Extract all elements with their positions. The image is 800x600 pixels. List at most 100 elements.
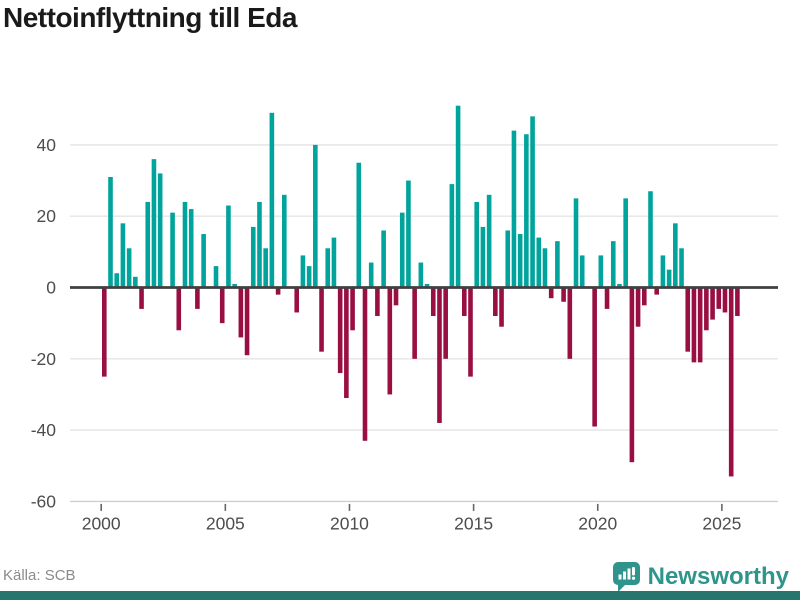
bar <box>660 255 666 288</box>
bar <box>145 201 151 288</box>
y-axis-tick-label: -40 <box>31 420 57 440</box>
bar <box>710 287 715 320</box>
bar <box>704 287 709 331</box>
bar <box>250 226 256 288</box>
bar <box>685 287 691 352</box>
bar <box>728 287 734 477</box>
y-axis-tick-label: 0 <box>46 278 56 298</box>
bar <box>673 223 678 288</box>
x-axis-tick-label: 2000 <box>82 513 121 533</box>
bar <box>306 266 312 288</box>
bar <box>275 287 281 295</box>
bar <box>126 248 132 288</box>
brand-name: Newsworthy <box>647 563 789 590</box>
bar <box>735 287 740 317</box>
bar <box>542 248 548 288</box>
bar <box>437 287 442 423</box>
brand-lockup: Newsworthy <box>612 560 789 594</box>
y-axis-tick-label: 40 <box>37 135 57 155</box>
bar <box>182 201 188 288</box>
x-axis-tick-label: 2020 <box>578 513 617 533</box>
bar <box>244 287 250 356</box>
bar <box>641 287 647 306</box>
bar <box>524 134 529 288</box>
bar <box>511 130 517 288</box>
bar <box>623 198 628 288</box>
bar <box>424 283 430 288</box>
bar <box>629 287 635 463</box>
bar <box>195 287 200 309</box>
newsworthy-logo-icon <box>612 561 640 592</box>
bar <box>716 287 722 309</box>
bar <box>722 287 728 313</box>
bar <box>666 269 672 288</box>
bar <box>480 226 486 288</box>
bar <box>294 287 300 313</box>
bar <box>226 205 231 288</box>
bar <box>455 105 461 288</box>
bar <box>120 223 126 288</box>
bar <box>319 287 324 352</box>
bar <box>573 198 579 288</box>
bar <box>617 283 622 288</box>
bar <box>157 173 163 288</box>
bar <box>269 112 275 288</box>
bar <box>517 234 523 288</box>
bar <box>108 176 113 288</box>
bar <box>102 287 107 377</box>
bar <box>486 194 492 288</box>
bar <box>461 287 467 317</box>
bar <box>368 262 374 288</box>
bar <box>555 241 560 288</box>
source-caption: Källa: SCB <box>3 567 76 584</box>
bar <box>499 287 504 327</box>
bar <box>300 255 306 288</box>
bar <box>213 266 219 288</box>
y-axis-tick-label: -20 <box>31 349 57 369</box>
bar <box>232 283 237 288</box>
bar <box>201 234 206 288</box>
x-axis-tick-label: 2010 <box>330 513 369 533</box>
bar <box>468 287 473 377</box>
bar <box>375 287 380 317</box>
bar <box>449 184 455 288</box>
bar <box>474 201 480 288</box>
bar <box>362 287 368 441</box>
bar <box>176 287 182 331</box>
bar <box>493 287 498 317</box>
bar <box>313 144 318 288</box>
x-axis-tick-label: 2025 <box>702 513 741 533</box>
bar <box>679 248 684 288</box>
bar <box>598 255 604 288</box>
bar <box>548 287 554 299</box>
bar <box>139 287 144 309</box>
bar <box>350 287 355 331</box>
bar <box>505 230 511 288</box>
bar <box>170 212 175 288</box>
bar <box>604 287 610 309</box>
bar <box>530 116 535 288</box>
bar-chart: 40 20 0 -20 -40 -60 2000 2005 2010 2015 2020 2025 <box>31 105 778 533</box>
bar <box>418 262 424 288</box>
bar <box>592 287 597 427</box>
bar <box>356 162 362 288</box>
bar <box>151 159 157 288</box>
x-axis-tick-label: 2005 <box>206 513 245 533</box>
bar <box>257 201 262 288</box>
bar <box>325 248 331 288</box>
bar <box>133 276 138 288</box>
bar <box>337 287 343 374</box>
bar <box>443 287 448 359</box>
bar <box>114 273 120 288</box>
bar <box>344 287 349 399</box>
bar <box>219 287 225 324</box>
bar <box>635 287 641 327</box>
bar <box>263 248 268 288</box>
y-axis-tick-label: -60 <box>31 491 57 511</box>
bar <box>579 255 585 288</box>
bar <box>238 287 244 338</box>
bar <box>387 287 393 395</box>
bar <box>561 287 566 302</box>
bar <box>567 287 573 359</box>
